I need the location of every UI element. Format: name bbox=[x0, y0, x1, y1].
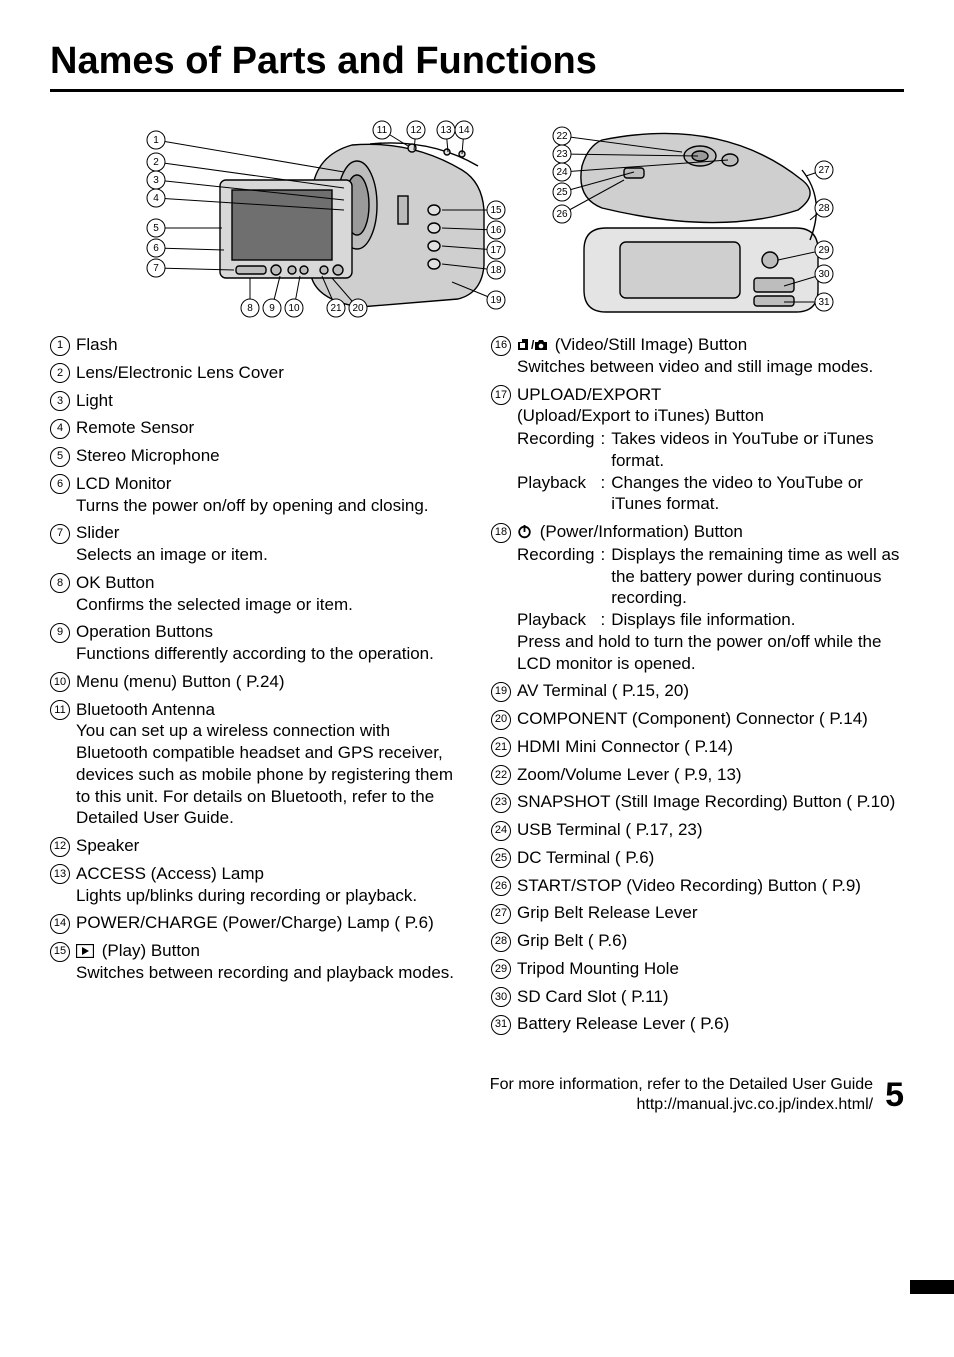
part-item-10: 10Menu (menu) Button ( P.24) bbox=[50, 671, 463, 693]
svg-text:2: 2 bbox=[153, 157, 159, 168]
page-footer: For more information, refer to the Detai… bbox=[50, 1075, 904, 1115]
part-item-15: 15 (Play) ButtonSwitches between recordi… bbox=[50, 940, 463, 984]
part-item-26: 26START/STOP (Video Recording) Button ( … bbox=[491, 875, 904, 897]
svg-text:24: 24 bbox=[556, 167, 568, 178]
svg-text:31: 31 bbox=[818, 297, 830, 308]
svg-text:21: 21 bbox=[330, 303, 342, 314]
svg-text:6: 6 bbox=[153, 243, 159, 254]
svg-text:3: 3 bbox=[153, 175, 159, 186]
part-item-2: 2Lens/Electronic Lens Cover bbox=[50, 362, 463, 384]
svg-text:5: 5 bbox=[153, 223, 159, 234]
part-item-22: 22Zoom/Volume Lever ( P.9, 13) bbox=[491, 764, 904, 786]
svg-text:29: 29 bbox=[818, 245, 830, 256]
part-item-16: 16/ (Video/Still Image) ButtonSwitches b… bbox=[491, 334, 904, 378]
svg-text:26: 26 bbox=[556, 209, 568, 220]
part-item-17: 17UPLOAD/EXPORT(Upload/Export to iTunes)… bbox=[491, 384, 904, 516]
diagram-row: 123456789101112131415161718192021 bbox=[50, 110, 904, 320]
parts-col-right: 16/ (Video/Still Image) ButtonSwitches b… bbox=[491, 334, 904, 1041]
part-item-27: 27Grip Belt Release Lever bbox=[491, 902, 904, 924]
svg-text:19: 19 bbox=[490, 295, 502, 306]
svg-text:22: 22 bbox=[556, 131, 568, 142]
parts-list: 1Flash 2Lens/Electronic Lens Cover 3Light 4… bbox=[50, 334, 904, 1041]
part-item-8: 8OK ButtonConfirms the selected image or… bbox=[50, 572, 463, 616]
part-item-21: 21HDMI Mini Connector ( P.14) bbox=[491, 736, 904, 758]
page-number: 5 bbox=[885, 1076, 904, 1115]
svg-text:28: 28 bbox=[818, 203, 830, 214]
part-item-14: 14POWER/CHARGE (Power/Charge) Lamp ( P.6… bbox=[50, 912, 463, 934]
svg-text:30: 30 bbox=[818, 269, 830, 280]
diagram-camcorder-open: 123456789101112131415161718192021 bbox=[112, 110, 512, 320]
svg-text:9: 9 bbox=[269, 303, 275, 314]
part-item-5: 5Stereo Microphone bbox=[50, 445, 463, 467]
svg-text:7: 7 bbox=[153, 263, 159, 274]
svg-text:11: 11 bbox=[377, 125, 388, 136]
footer-line1: For more information, refer to the Detai… bbox=[490, 1075, 873, 1095]
part-item-4: 4Remote Sensor bbox=[50, 417, 463, 439]
svg-text:18: 18 bbox=[490, 265, 502, 276]
diagram-camcorder-top-bottom: 22 23 24 25 26 27 28 29 30 31 bbox=[532, 110, 842, 320]
part-item-13: 13ACCESS (Access) LampLights up/blinks d… bbox=[50, 863, 463, 907]
svg-text:15: 15 bbox=[490, 205, 502, 216]
svg-text:23: 23 bbox=[556, 149, 568, 160]
part-item-28: 28Grip Belt ( P.6) bbox=[491, 930, 904, 952]
part-item-9: 9Operation ButtonsFunctions differently … bbox=[50, 621, 463, 665]
part-item-19: 19AV Terminal ( P.15, 20) bbox=[491, 680, 904, 702]
part-item-24: 24USB Terminal ( P.17, 23) bbox=[491, 819, 904, 841]
svg-text:20: 20 bbox=[352, 303, 364, 314]
part-item-1: 1Flash bbox=[50, 334, 463, 356]
part-item-3: 3Light bbox=[50, 390, 463, 412]
part-item-20: 20COMPONENT (Component) Connector ( P.14… bbox=[491, 708, 904, 730]
part-item-23: 23SNAPSHOT (Still Image Recording) Butto… bbox=[491, 791, 904, 813]
svg-text:1: 1 bbox=[153, 135, 159, 146]
svg-text:10: 10 bbox=[288, 303, 300, 314]
part-item-7: 7SliderSelects an image or item. bbox=[50, 522, 463, 566]
svg-text:17: 17 bbox=[490, 245, 502, 256]
parts-col-left: 1Flash 2Lens/Electronic Lens Cover 3Light 4… bbox=[50, 334, 463, 1041]
part-item-31: 31Battery Release Lever ( P.6) bbox=[491, 1013, 904, 1035]
svg-text:4: 4 bbox=[153, 193, 159, 204]
svg-text:8: 8 bbox=[247, 303, 253, 314]
part-item-11: 11Bluetooth AntennaYou can set up a wire… bbox=[50, 699, 463, 830]
svg-text:12: 12 bbox=[410, 125, 422, 136]
part-item-29: 29Tripod Mounting Hole bbox=[491, 958, 904, 980]
part-item-12: 12Speaker bbox=[50, 835, 463, 857]
footer-url: http://manual.jvc.co.jp/index.html/ bbox=[490, 1095, 873, 1115]
svg-text:25: 25 bbox=[556, 187, 568, 198]
part-item-6: 6LCD MonitorTurns the power on/off by op… bbox=[50, 473, 463, 517]
edge-tab bbox=[910, 1280, 954, 1294]
part-item-25: 25DC Terminal ( P.6) bbox=[491, 847, 904, 869]
svg-text:13: 13 bbox=[440, 125, 452, 136]
page-title: Names of Parts and Functions bbox=[50, 40, 904, 92]
svg-text:16: 16 bbox=[490, 225, 502, 236]
svg-text:14: 14 bbox=[458, 125, 470, 136]
svg-text:27: 27 bbox=[818, 165, 830, 176]
svg-text:/: / bbox=[531, 338, 535, 352]
part-item-30: 30SD Card Slot ( P.11) bbox=[491, 986, 904, 1008]
part-item-18: 18 (Power/Information) ButtonRecording:D… bbox=[491, 521, 904, 674]
